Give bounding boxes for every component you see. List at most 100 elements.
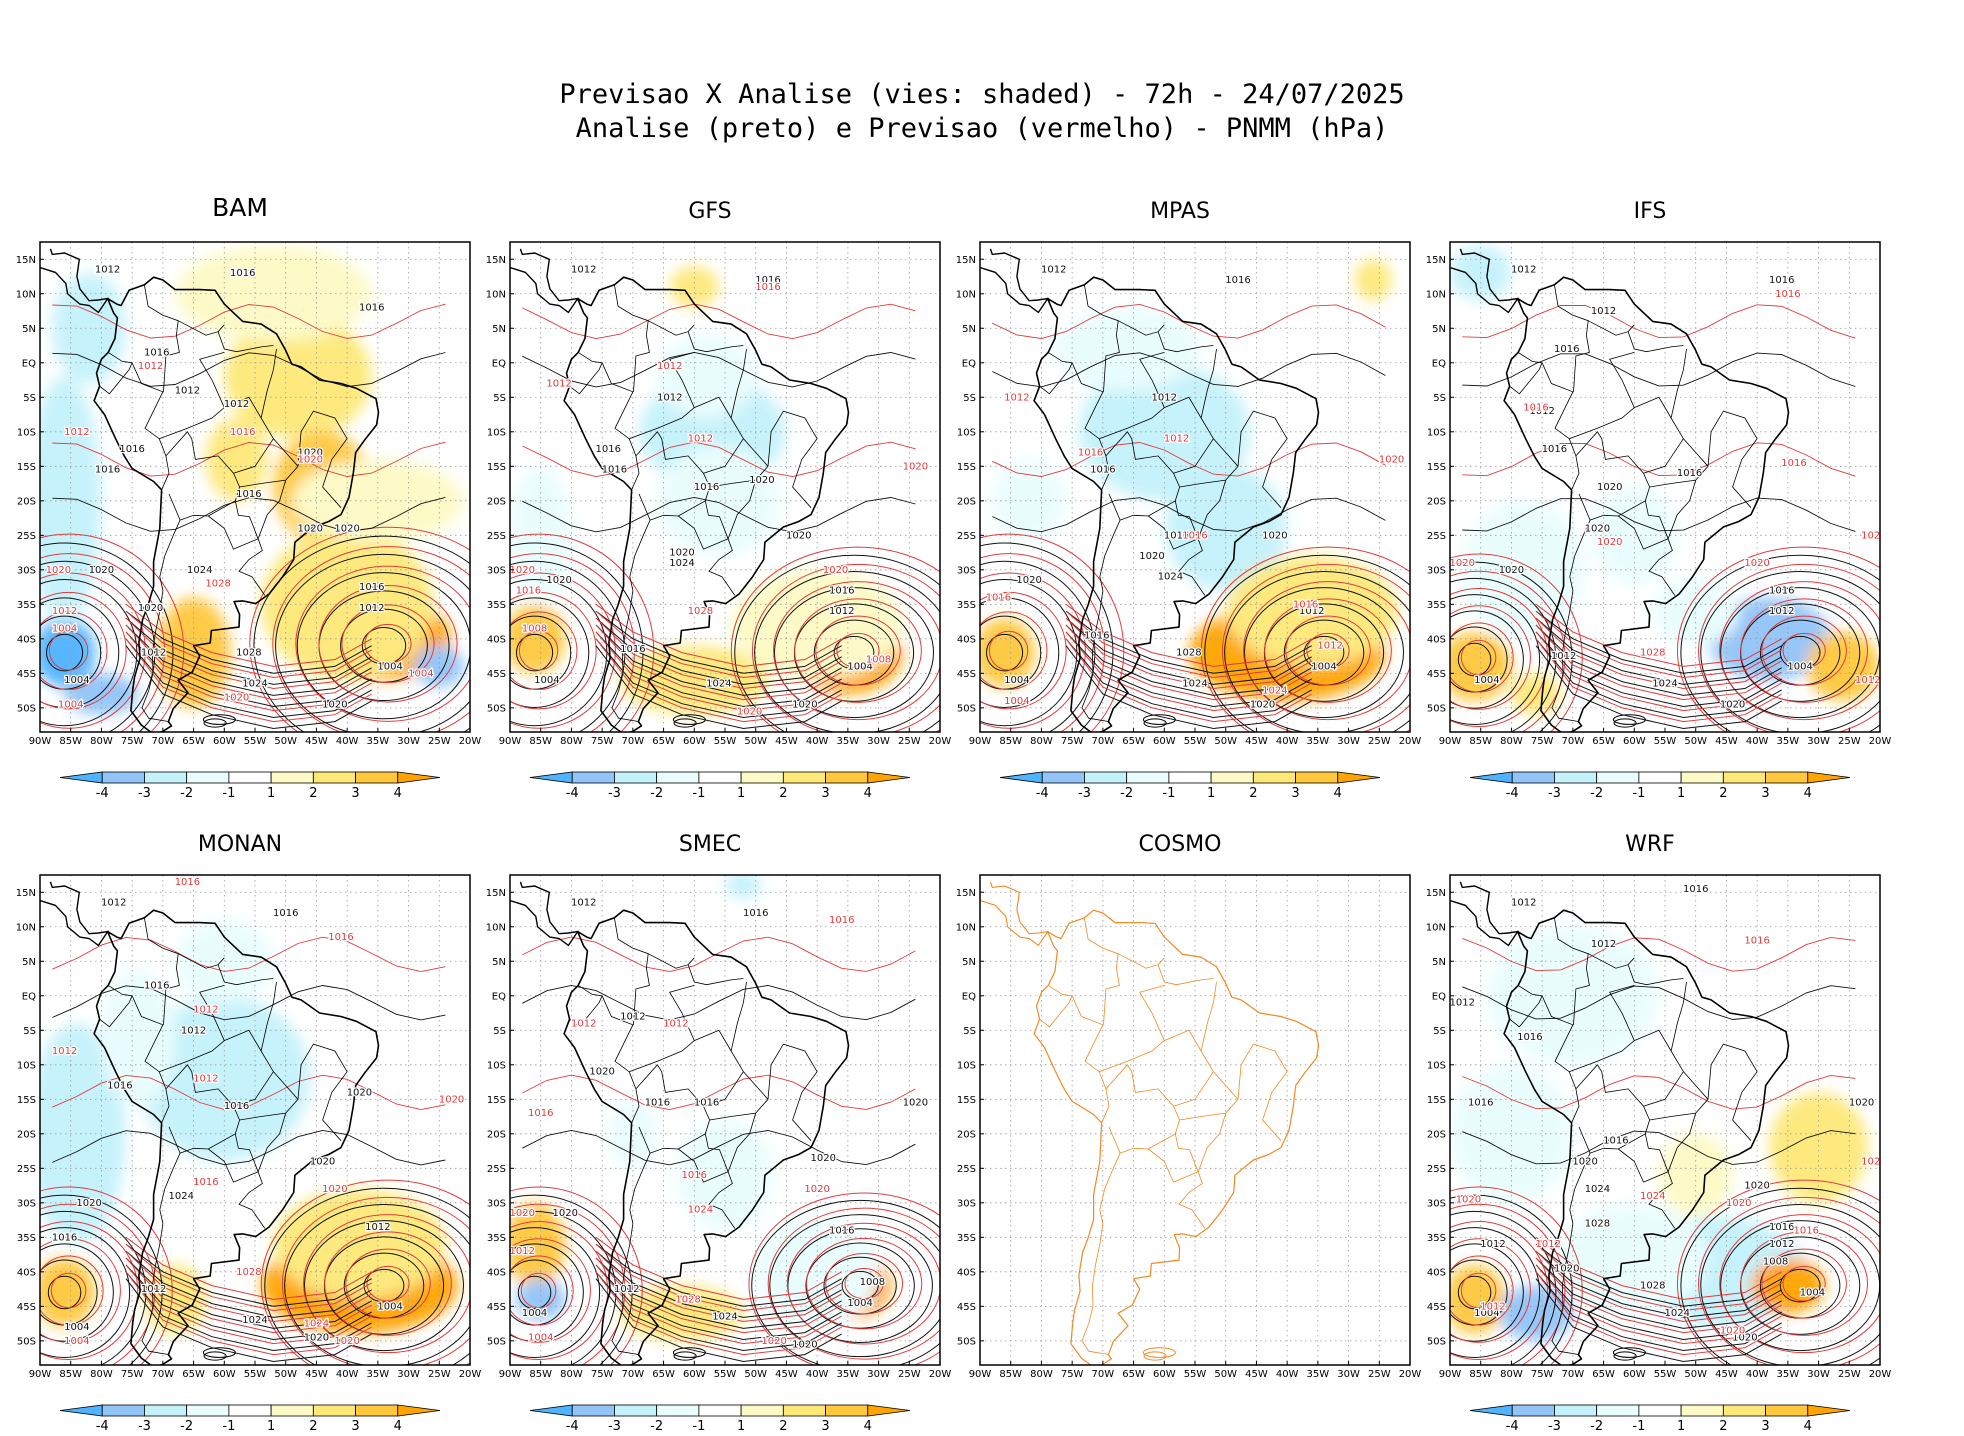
colorbar-segment	[1469, 1404, 1513, 1417]
coastline-central-america	[40, 248, 110, 314]
isobar-label: 1024	[1861, 1156, 1886, 1167]
coastline	[1033, 909, 1320, 1365]
colorbar-segment	[1252, 771, 1296, 784]
analysis-isobar	[1462, 497, 1856, 532]
lon-tick-label: 55W	[1184, 1369, 1207, 1380]
forecast-isobar	[1065, 610, 1312, 679]
colorbar-label: -4	[1036, 786, 1049, 801]
lon-tick-label: 80W	[1030, 1369, 1053, 1380]
country-border	[1609, 352, 1635, 408]
colorbar-label: -4	[96, 1419, 109, 1434]
lat-tick-label: 35S	[17, 1233, 36, 1244]
bias-area-5	[40, 1258, 96, 1328]
country-border	[648, 320, 695, 336]
lat-tick-label: 5S	[493, 393, 506, 404]
analysis-isobar	[595, 638, 842, 719]
isobar-label: 1020	[298, 523, 323, 534]
lat-tick-label: 10S	[487, 427, 506, 438]
colorbar-label: 4	[394, 786, 402, 801]
isobar-label: 1024	[242, 679, 267, 690]
isobar-label: 1012	[138, 361, 163, 372]
map-plot: 1012101610121016101210161016102010201020…	[1426, 241, 1891, 801]
forecast-isobar	[364, 623, 412, 664]
country-border	[1609, 985, 1635, 1041]
country-border	[703, 1071, 744, 1107]
isobar-label: 1016	[1769, 586, 1794, 597]
colorbar-segment	[571, 771, 615, 784]
forecast-isobar	[40, 1221, 139, 1361]
forecast-isobar	[1740, 598, 1868, 703]
analysis-isobar	[40, 597, 120, 708]
isobar-label: 1020	[804, 1184, 829, 1195]
isobar-label: 1004	[1474, 675, 1499, 686]
country-border	[1667, 1112, 1697, 1172]
colorbar-label: -3	[608, 786, 621, 801]
isobar-label: 1028	[205, 579, 230, 590]
analysis-isobar	[1535, 610, 1782, 674]
coastline-central-america	[980, 881, 1049, 947]
forecast-isobar	[40, 572, 146, 729]
lat-tick-label: 50S	[1427, 703, 1446, 714]
isobar-label: 1020	[1720, 699, 1745, 710]
isobar-label: 1016	[359, 582, 384, 593]
map-panel-cosmo: COSMO 15N 10N 5N EQ 5S 10S 15S 20S 25S 30S 35S 40S 45…	[950, 833, 1422, 1413]
bias-area-3	[1450, 1264, 1506, 1334]
colorbar-segment	[614, 771, 658, 784]
lon-tick-label: 90W	[969, 736, 992, 747]
isobar-label: 1020	[1720, 1325, 1745, 1336]
lon-tick-label: 70W	[1092, 736, 1115, 747]
forecast-isobar	[1462, 1074, 1856, 1110]
lat-tick-label: 35S	[957, 600, 976, 611]
analysis-isobar	[510, 597, 590, 708]
colorbar-segment	[782, 1404, 826, 1417]
analysis-isobar	[522, 351, 916, 388]
lon-tick-label: 90W	[29, 736, 52, 747]
lat-tick-label: 30S	[957, 1198, 976, 1209]
isobar-label: 1020	[546, 575, 571, 586]
bias-area-1	[40, 1023, 126, 1245]
country-border	[99, 985, 133, 1028]
forecast-isobar	[1535, 638, 1782, 723]
colorbar-label: -2	[180, 1419, 193, 1434]
lon-tick-label: 25W	[428, 1369, 451, 1380]
country-border	[1627, 331, 1684, 353]
lat-tick-label: 10S	[17, 427, 36, 438]
country-border	[601, 362, 640, 490]
map-plot: 1012 1016 1016 1012 1016 1016 1020 1020 1024 1020…	[16, 874, 481, 1434]
isobar-label: 1012	[1480, 1301, 1505, 1312]
coastline-central-america	[510, 248, 580, 314]
forecast-isobar	[510, 533, 655, 732]
country-border	[1179, 410, 1288, 508]
analysis-isobar	[1535, 638, 1782, 719]
analysis-isobar	[522, 496, 916, 533]
colorbar-segment	[59, 1404, 103, 1417]
country-border	[1627, 964, 1684, 986]
colorbar-label: 3	[351, 786, 359, 801]
country-border	[1157, 331, 1214, 353]
analysis-isobar	[805, 1242, 915, 1329]
colorbar-segment	[1596, 1404, 1640, 1417]
lon-tick-label: 25W	[1838, 1369, 1861, 1380]
lon-tick-label: 45W	[1715, 736, 1738, 747]
forecast-isobar	[1065, 624, 1312, 701]
forecast-isobar	[595, 617, 842, 690]
forecast-isobar	[730, 546, 940, 732]
lon-tick-label: 85W	[59, 736, 82, 747]
isobar-label: 1012	[1041, 265, 1066, 276]
isobar-label: 1012	[657, 392, 682, 403]
forecast-isobar	[52, 441, 446, 477]
country-border	[687, 964, 744, 986]
lat-tick-label: 5S	[23, 1026, 36, 1037]
lon-tick-label: 60W	[213, 736, 236, 747]
lon-tick-label: 50W	[744, 1369, 767, 1380]
lat-tick-label: 25S	[957, 1164, 976, 1175]
analysis-isobar	[40, 1210, 147, 1365]
colorbar-segment	[1807, 1404, 1851, 1417]
isobar-label: 1020	[589, 1067, 614, 1078]
lat-tick-label: 5N	[962, 957, 976, 968]
lat-tick-label: 5S	[963, 1026, 976, 1037]
colorbar-segment	[1722, 771, 1766, 784]
isobar-label: 1020	[1585, 523, 1610, 534]
island	[203, 718, 227, 728]
analysis-isobar	[304, 1220, 464, 1352]
